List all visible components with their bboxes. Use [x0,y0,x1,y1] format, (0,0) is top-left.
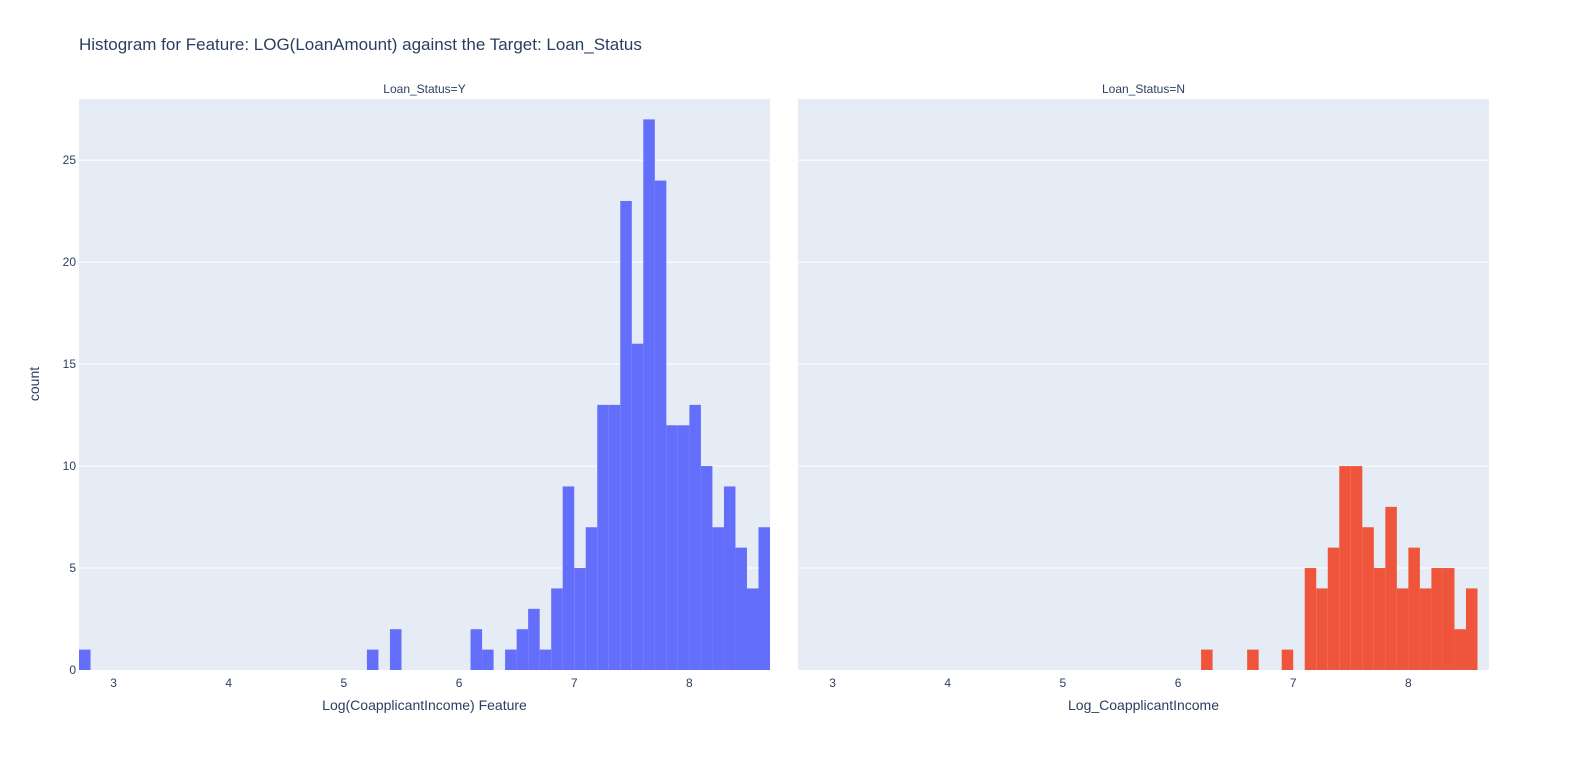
histogram-bar [666,425,678,670]
histogram-bar [1385,506,1397,670]
x-tick-label: 3 [829,676,836,690]
x-tick-label: 5 [1060,676,1067,690]
histogram-bar [1465,588,1478,670]
histogram-bar [505,649,517,670]
histogram-bar [654,180,667,671]
histogram-bar [539,649,552,670]
x-tick-label: 7 [571,676,578,690]
histogram-bar [1454,629,1466,670]
histogram-bar [1247,649,1259,670]
histogram-bar [597,404,609,670]
y-tick-label: 25 [63,153,77,167]
histogram-bar [758,527,770,670]
histogram-bar [470,629,483,670]
histogram-bar [528,608,540,670]
facet-panels: Loan_Status=Y 3 4 5 6 7 8 Log(CoapplicantIncome… [63,82,1489,713]
y-tick-label: 20 [63,255,77,269]
y-tick-label: 15 [63,357,77,371]
histogram-bar [1431,568,1443,670]
histogram-bar [689,404,701,670]
histogram-bar [389,629,402,670]
x-tick-label: 4 [225,676,232,690]
histogram-bar [482,649,494,670]
histogram-bar [1316,588,1328,670]
facet-label: Loan_Status=Y [383,82,465,96]
x-tick-label: 4 [944,676,951,690]
y-tick-label: 5 [69,561,76,575]
histogram-bar [1442,568,1455,670]
histogram-bar [79,649,91,670]
histogram-bar [1201,649,1213,670]
histogram-bar [585,527,598,670]
histogram-bar [1304,568,1317,670]
histogram-bar [562,486,575,670]
x-tick-label: 8 [1405,676,1412,690]
x-axis-title: Log(CoapplicantIncome) Feature [322,697,527,713]
histogram-bar [631,343,644,670]
histogram-bar [1408,547,1420,670]
histogram-bar [643,119,655,670]
x-tick-label: 6 [1175,676,1182,690]
histogram-bar [677,425,690,670]
x-tick-label: 6 [456,676,463,690]
histogram-bar [723,486,736,670]
y-tick-label: 10 [63,459,77,473]
histogram-bar [700,466,713,670]
histogram-bar [1350,466,1363,670]
histogram-bar [620,200,632,670]
histogram-bar [1339,466,1351,670]
facet-panel: Loan_Status=Y 3 4 5 6 7 8 Log(CoapplicantIncome… [63,82,770,713]
facet-panel: Loan_Status=N 3 4 5 6 7 8 Log_CoapplicantIncome [798,82,1489,713]
chart-title: Histogram for Feature: LOG(LoanAmount) a… [79,35,642,54]
x-tick-label: 3 [110,676,117,690]
x-tick-label: 5 [341,676,348,690]
histogram-bar [1396,588,1409,670]
histogram-bar [746,588,759,670]
histogram-bar [366,649,379,670]
histogram-bar [712,527,724,670]
histogram-bar [1373,568,1386,670]
histogram-bar [551,588,563,670]
histogram-bar [1419,588,1432,670]
histogram-bar [1327,547,1340,670]
x-axis-title: Log_CoapplicantIncome [1068,697,1219,713]
histogram-bar [1281,649,1294,670]
facet-label: Loan_Status=N [1102,82,1185,96]
histogram-bar [735,547,747,670]
histogram-bar [608,404,621,670]
y-tick-label: 0 [69,663,76,677]
histogram-bar [1362,527,1374,670]
y-axis-title: count [26,367,42,401]
histogram-bar [516,629,529,670]
x-tick-label: 7 [1290,676,1297,690]
x-tick-label: 8 [686,676,693,690]
histogram-bar [574,568,586,670]
